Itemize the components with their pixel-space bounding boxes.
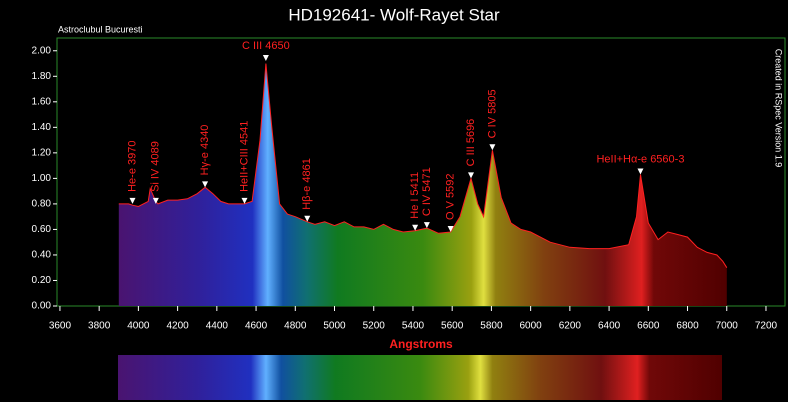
y-tick-label: 1.20 [32, 147, 52, 158]
x-tick-label: 7000 [716, 321, 739, 332]
x-tick-label: 3600 [49, 321, 72, 332]
annotation-label: HeII+Hα-e 6560-3 [596, 153, 684, 165]
y-tick-label: 1.40 [32, 122, 52, 133]
annotation-label: Hγ-e 4340 [199, 125, 211, 176]
spectrum-strip [118, 355, 722, 400]
x-tick-label: 5400 [402, 321, 425, 332]
x-tick-label: 6400 [598, 321, 621, 332]
y-tick-label: 1.80 [32, 71, 52, 82]
x-tick-label: 4000 [127, 321, 150, 332]
y-tick-label: 0.00 [32, 301, 52, 312]
annotation-marker [304, 215, 311, 222]
annotation-marker [447, 225, 454, 232]
x-tick-label: 5200 [363, 321, 386, 332]
x-tick-label: 5800 [480, 321, 503, 332]
x-tick-label: 6200 [559, 321, 582, 332]
annotation-label: HeII+CIII 4541 [238, 121, 250, 192]
y-tick-label: 0.60 [32, 224, 52, 235]
y-tick-label: 0.80 [32, 199, 52, 210]
spectrum-area [118, 63, 727, 306]
annotation-marker [423, 222, 430, 229]
annotation-marker [202, 181, 209, 188]
annotation-marker [412, 224, 419, 231]
annotation-marker [468, 172, 475, 179]
x-tick-label: 4800 [284, 321, 307, 332]
annotation-label: C IV 5805 [486, 89, 498, 138]
annotation-label: He-e 3970 [126, 141, 138, 192]
x-tick-label: 6800 [676, 321, 699, 332]
y-tick-label: 1.00 [32, 173, 52, 184]
annotation-label: C III 4650 [242, 40, 290, 52]
x-tick-label: 4400 [206, 321, 229, 332]
annotation-marker [262, 54, 269, 61]
x-tick-label: 3800 [88, 321, 111, 332]
annotation-label: O V 5592 [445, 173, 457, 219]
spectrum-line [118, 63, 728, 268]
annotation-marker [489, 144, 496, 151]
x-tick-label: 5000 [323, 321, 346, 332]
note: Created in RSpec Version 1.9 [774, 49, 784, 168]
x-tick-label: 4600 [245, 321, 268, 332]
annotation-label: C IV 5471 [421, 167, 433, 216]
annotation-label: C III 5696 [465, 119, 477, 167]
annotation-marker [129, 197, 136, 204]
y-tick-label: 0.20 [32, 275, 52, 286]
annotation-label: Si IV 4089 [150, 141, 162, 192]
y-tick-label: 0.40 [32, 250, 52, 261]
annotation-label: Hβ-e 4861 [301, 158, 313, 210]
x-tick-label: 5600 [441, 321, 464, 332]
x-tick-label: 4200 [166, 321, 189, 332]
x-tick-label: 6000 [520, 321, 543, 332]
subtitle: Astroclubul Bucuresti [58, 24, 143, 34]
y-tick-label: 2.00 [32, 45, 52, 56]
x-tick-label: 6600 [637, 321, 660, 332]
annotation-marker [152, 197, 159, 204]
x-tick-label: 7200 [755, 321, 778, 332]
chart-title: HD192641- Wolf-Rayet Star [288, 5, 500, 24]
annotation-marker [637, 168, 644, 175]
y-tick-label: 1.60 [32, 96, 52, 107]
annotation-label: He I 5411 [409, 172, 421, 219]
x-axis-label: Angstroms [389, 337, 453, 351]
annotation-marker [241, 197, 248, 204]
